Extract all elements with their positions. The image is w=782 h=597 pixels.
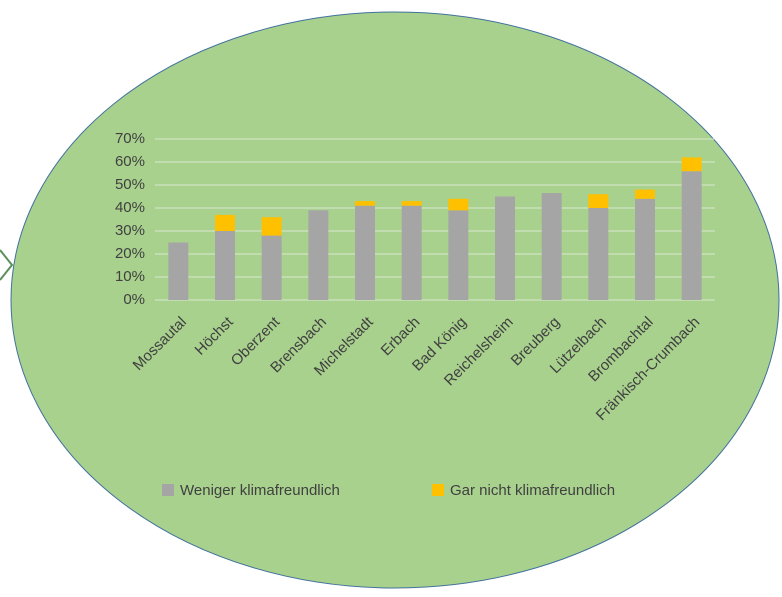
bar-segment: [681, 171, 702, 300]
bar-segment: [635, 189, 655, 199]
bar-segment: [635, 198, 655, 300]
legend-label: Weniger klimafreundlich: [180, 482, 340, 499]
bar-segment: [355, 201, 375, 206]
bar-segment: [401, 201, 422, 206]
bar-segment: [355, 205, 375, 300]
bar-segment: [215, 214, 235, 231]
legend-swatch: [432, 484, 444, 496]
bar-segment: [495, 196, 515, 300]
y-tick-label: 20%: [115, 245, 145, 262]
bar-segment: [448, 210, 469, 300]
bar-segment: [541, 193, 562, 300]
bar-segment: [681, 157, 702, 172]
legend-swatch: [162, 484, 174, 496]
bar-segment: [588, 208, 609, 300]
y-tick-label: 0%: [123, 291, 145, 308]
bar-segment: [261, 235, 282, 300]
bar-segment: [168, 242, 189, 300]
y-tick-label: 50%: [115, 176, 145, 193]
bar-segment: [261, 217, 282, 236]
y-tick-label: 40%: [115, 199, 145, 216]
bar-segment: [308, 210, 329, 300]
y-tick-label: 70%: [115, 130, 145, 147]
bar-segment: [401, 205, 422, 300]
bar-segment: [448, 198, 469, 211]
y-tick-label: 10%: [115, 268, 145, 285]
y-tick-label: 30%: [115, 222, 145, 239]
legend-label: Gar nicht klimafreundlich: [450, 482, 615, 499]
bar-segment: [588, 194, 609, 208]
bar-segment: [215, 231, 235, 300]
y-tick-label: 60%: [115, 153, 145, 170]
arrow: [0, 249, 14, 281]
